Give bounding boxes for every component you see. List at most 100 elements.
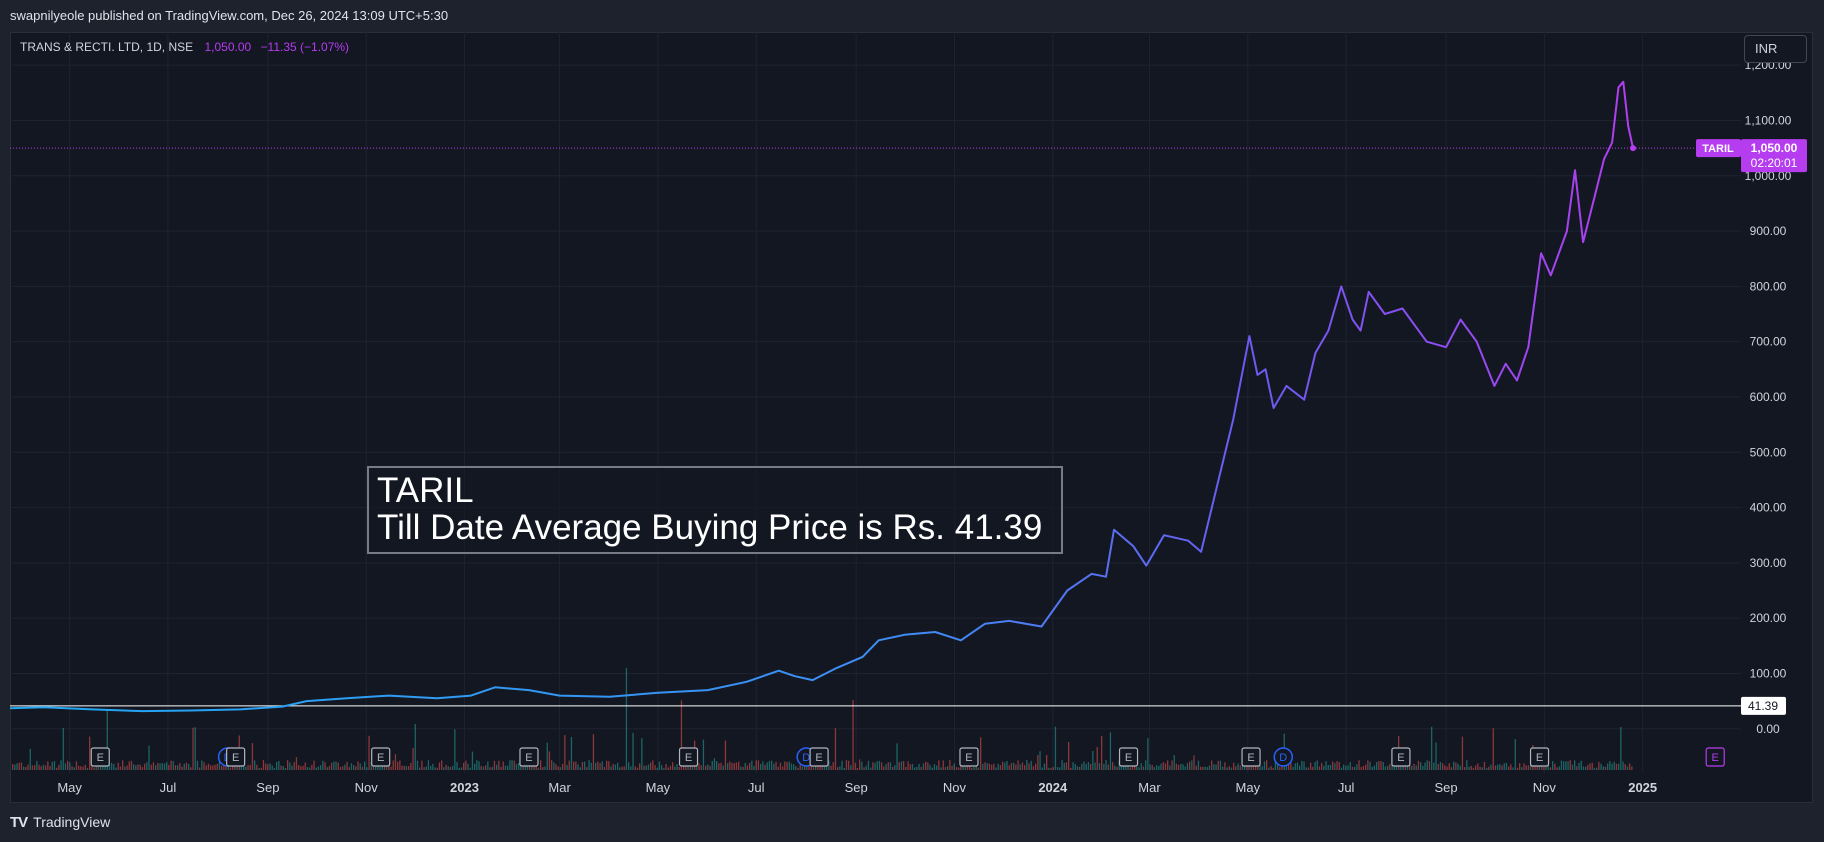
- volume-bar: [1281, 765, 1283, 770]
- volume-bar: [731, 762, 733, 770]
- chart-area[interactable]: [10, 32, 1813, 803]
- volume-bar: [654, 765, 656, 770]
- volume-bar: [339, 766, 342, 770]
- volume-bar: [1380, 761, 1382, 770]
- volume-bar: [1153, 767, 1156, 770]
- volume-bar: [20, 762, 23, 770]
- volume-bar: [1552, 761, 1554, 770]
- volume-bar: [705, 765, 707, 770]
- volume-bar: [1611, 763, 1613, 770]
- volume-bar: [1560, 760, 1563, 770]
- volume-bar: [482, 766, 485, 770]
- volume-bar: [284, 768, 287, 770]
- volume-bar: [1483, 762, 1486, 770]
- volume-bar: [1433, 762, 1435, 770]
- volume-bar: [23, 766, 25, 770]
- volume-bar: [1615, 763, 1618, 770]
- volume-bar: [40, 766, 42, 770]
- volume-bar: [452, 765, 454, 770]
- volume-bar: [1070, 767, 1072, 770]
- volume-bar: [643, 765, 645, 770]
- volume-bar: [889, 762, 892, 770]
- earnings-marker-label: E: [1536, 752, 1543, 764]
- volume-bar: [817, 763, 819, 770]
- volume-bar: [859, 759, 861, 770]
- volume-bar: [254, 760, 256, 770]
- annotation-textbox[interactable]: TARIL Till Date Average Buying Price is …: [367, 466, 1063, 554]
- volume-bar: [1200, 766, 1202, 770]
- volume-bar: [641, 738, 643, 770]
- volume-bar: [260, 767, 262, 770]
- volume-bar: [557, 766, 559, 770]
- volume-bar: [328, 765, 331, 770]
- x-tick-label: Mar: [548, 780, 571, 795]
- volume-bar: [256, 764, 258, 770]
- volume-bar: [1180, 763, 1182, 770]
- volume-bar: [1083, 761, 1085, 770]
- volume-bar: [18, 762, 20, 770]
- reference-line-tag: 41.39: [1741, 696, 1786, 715]
- volume-bar: [1340, 767, 1343, 770]
- x-tick-label: 2023: [450, 780, 479, 795]
- volume-bar: [1426, 760, 1428, 770]
- volume-bar: [135, 765, 137, 770]
- volume-bar: [122, 760, 124, 770]
- volume-bar: [606, 760, 608, 770]
- volume-bar: [898, 762, 900, 770]
- dividend-marker-label: D: [1279, 752, 1287, 764]
- volume-bar: [854, 762, 856, 770]
- volume-bar: [315, 767, 317, 770]
- volume-bar: [927, 762, 929, 770]
- volume-bar: [1490, 764, 1492, 770]
- volume-bar: [146, 762, 148, 770]
- volume-bar: [1448, 763, 1450, 770]
- volume-bar: [1332, 761, 1334, 770]
- volume-bar: [1358, 760, 1360, 770]
- volume-bar: [518, 763, 520, 770]
- volume-bar: [1008, 765, 1010, 770]
- x-tick-label: May: [646, 780, 671, 795]
- volume-bar: [1382, 762, 1384, 770]
- volume-bar: [1508, 766, 1510, 770]
- volume-bar: [251, 743, 254, 770]
- volume-bar: [379, 766, 381, 770]
- volume-bar: [1629, 763, 1631, 770]
- earnings-marker-icon: [1241, 747, 1261, 767]
- volume-bar: [1475, 765, 1477, 770]
- volume-bar: [269, 763, 271, 770]
- volume-bar: [1523, 763, 1525, 770]
- volume-bar: [944, 767, 947, 770]
- currency-button[interactable]: INR: [1744, 35, 1807, 63]
- volume-bar: [839, 766, 841, 770]
- earnings-marker-icon: [1705, 747, 1725, 767]
- tradingview-logo-icon[interactable]: TV: [10, 813, 28, 831]
- time-axis[interactable]: May Jul Sep Nov 2023 Mar May Jul Sep Nov 2024 Mar Ma…: [57, 780, 1657, 795]
- volume-bar: [119, 766, 122, 770]
- volume-bar: [14, 764, 16, 770]
- volume-bar: [1228, 766, 1230, 770]
- volume-bar: [1182, 764, 1184, 770]
- volume-bar: [84, 764, 86, 770]
- volume-bar: [740, 766, 742, 770]
- volume-bar: [863, 767, 865, 770]
- volume-bar: [212, 765, 214, 770]
- volume-bar: [707, 764, 709, 770]
- volume-bar: [357, 761, 359, 770]
- volume-bar: [177, 765, 179, 770]
- symbol-legend[interactable]: TRANS & RECTI. LTD, 1D, NSE 1,050.00 −11…: [20, 40, 349, 54]
- volume-bar: [1466, 760, 1468, 770]
- volume-bar: [1307, 767, 1310, 770]
- volume-bar: [716, 761, 718, 770]
- volume-bar: [1387, 765, 1389, 770]
- volume-bar: [1061, 760, 1063, 770]
- volume-bar: [265, 763, 267, 770]
- volume-bar: [1292, 766, 1294, 770]
- volume-bar: [1598, 761, 1600, 770]
- volume-bar: [1171, 760, 1173, 770]
- volume-bar: [1514, 739, 1516, 770]
- volume-bar: [163, 763, 166, 770]
- volume-bar: [1125, 766, 1127, 770]
- volume-bar: [34, 765, 36, 770]
- dividend-marker-icon: [1273, 747, 1294, 767]
